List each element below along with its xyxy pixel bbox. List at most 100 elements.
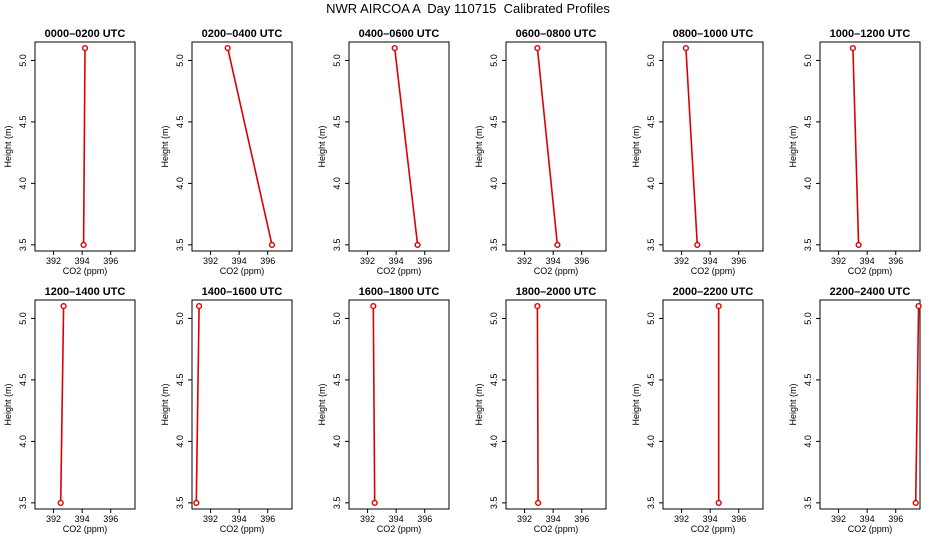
x-axis-label: CO2 (ppm) xyxy=(534,524,579,534)
y-tick-label: 3.5 xyxy=(646,497,656,510)
x-axis-label: CO2 (ppm) xyxy=(534,266,579,276)
data-point xyxy=(268,241,276,249)
x-tick-label: 396 xyxy=(574,514,589,524)
x-tick-label: 394 xyxy=(75,256,90,266)
panel-title: 0400–0600 UTC xyxy=(359,28,440,40)
data-point xyxy=(371,499,378,507)
panel-title: 0800–1000 UTC xyxy=(673,28,754,40)
y-axis-label: Height (m) xyxy=(631,383,641,425)
y-tick-label: 5.0 xyxy=(803,312,813,325)
x-tick-label: 392 xyxy=(46,256,61,266)
y-axis-label: Height (m) xyxy=(3,383,13,425)
y-tick-label: 4.5 xyxy=(489,374,499,387)
y-tick-label: 4.0 xyxy=(175,177,185,190)
y-tick-label: 5.0 xyxy=(18,54,28,67)
panel-10: 1800–2000 UTC 392 394 396 3.5 4.0 4.5 5.0 CO2 (p… xyxy=(474,286,607,534)
x-tick-label: 396 xyxy=(417,514,432,524)
y-tick-label: 4.5 xyxy=(803,374,813,387)
plot-frame xyxy=(348,299,450,510)
panel-title: 0600–0800 UTC xyxy=(516,28,597,40)
data-point xyxy=(196,303,203,310)
y-tick-label: 4.5 xyxy=(18,374,28,387)
panel-7: 1200–1400 UTC 392 394 396 3.5 4.0 4.5 5.0 CO2 (p… xyxy=(3,286,136,534)
x-tick-label: 394 xyxy=(546,514,561,524)
y-tick-label: 5.0 xyxy=(803,54,813,67)
data-point xyxy=(80,241,87,249)
panel-11: 2000–2200 UTC 392 394 396 3.5 4.0 4.5 5.0 CO2 (p… xyxy=(631,286,764,534)
panel-title: 1400–1600 UTC xyxy=(202,286,283,298)
x-axis-label: CO2 (ppm) xyxy=(848,266,893,276)
y-axis-label: Height (m) xyxy=(788,383,798,425)
x-axis-label: CO2 (ppm) xyxy=(377,266,422,276)
panel-title: 1200–1400 UTC xyxy=(45,286,126,298)
y-tick-label: 3.5 xyxy=(332,239,342,252)
data-point xyxy=(370,303,377,310)
plot-frame xyxy=(505,299,607,510)
y-tick-label: 3.5 xyxy=(489,497,499,510)
x-tick-label: 392 xyxy=(517,514,532,524)
x-axis-label: CO2 (ppm) xyxy=(220,524,265,534)
profile-line xyxy=(195,306,200,503)
plot-frame xyxy=(662,41,764,252)
y-tick-label: 4.0 xyxy=(803,177,813,190)
x-tick-label: 396 xyxy=(888,514,903,524)
x-tick-label: 392 xyxy=(831,514,846,524)
y-tick-label: 4.0 xyxy=(803,435,813,448)
x-tick-label: 396 xyxy=(103,514,118,524)
y-tick-label: 3.5 xyxy=(332,497,342,510)
panel-title: 1600–1800 UTC xyxy=(359,286,440,298)
data-point xyxy=(912,499,919,507)
y-tick-label: 3.5 xyxy=(175,239,185,252)
y-tick-label: 4.5 xyxy=(175,116,185,129)
y-tick-label: 4.5 xyxy=(175,374,185,387)
y-tick-label: 5.0 xyxy=(175,54,185,67)
x-tick-label: 396 xyxy=(574,256,589,266)
y-axis-label: Height (m) xyxy=(317,383,327,425)
x-axis-label: CO2 (ppm) xyxy=(848,524,893,534)
x-tick-label: 392 xyxy=(203,256,218,266)
panel-9: 1600–1800 UTC 392 394 396 3.5 4.0 4.5 5.0 CO2 (p… xyxy=(317,286,450,534)
y-axis-label: Height (m) xyxy=(160,383,170,425)
profile-line xyxy=(914,306,920,503)
y-tick-label: 5.0 xyxy=(175,312,185,325)
data-point xyxy=(414,241,421,249)
y-tick-label: 4.5 xyxy=(18,116,28,129)
profile-line xyxy=(685,48,699,245)
y-tick-label: 4.0 xyxy=(18,435,28,448)
x-tick-label: 392 xyxy=(674,514,689,524)
y-axis-label: Height (m) xyxy=(160,125,170,167)
x-axis-label: CO2 (ppm) xyxy=(63,524,108,534)
figure-title: NWR AIRCOA A Day 110715 Calibrated Profi… xyxy=(326,1,610,16)
x-tick-label: 392 xyxy=(517,256,532,266)
x-tick-label: 392 xyxy=(360,514,375,524)
x-axis-label: CO2 (ppm) xyxy=(377,524,422,534)
y-tick-label: 4.0 xyxy=(175,435,185,448)
y-tick-label: 4.0 xyxy=(646,435,656,448)
y-axis-label: Height (m) xyxy=(474,125,484,167)
data-point xyxy=(855,241,862,249)
panel-title: 2000–2200 UTC xyxy=(673,286,754,298)
x-tick-label: 394 xyxy=(703,514,718,524)
x-axis-label: CO2 (ppm) xyxy=(63,266,108,276)
y-tick-label: 4.0 xyxy=(332,435,342,448)
y-tick-label: 5.0 xyxy=(646,54,656,67)
profile-line xyxy=(536,306,539,503)
x-tick-label: 392 xyxy=(674,256,689,266)
y-tick-label: 3.5 xyxy=(803,497,813,510)
x-tick-label: 394 xyxy=(703,256,718,266)
y-tick-label: 4.5 xyxy=(332,116,342,129)
x-axis-label: CO2 (ppm) xyxy=(220,266,265,276)
y-tick-label: 5.0 xyxy=(489,312,499,325)
y-tick-label: 3.5 xyxy=(489,239,499,252)
x-tick-label: 394 xyxy=(389,256,404,266)
y-tick-label: 3.5 xyxy=(18,239,28,252)
profile-line xyxy=(372,306,376,503)
panel-5: 0800–1000 UTC 392 394 396 3.5 4.0 4.5 5.0 CO2 (p… xyxy=(631,28,764,276)
panel-title: 0200–0400 UTC xyxy=(202,28,283,40)
y-tick-label: 4.0 xyxy=(332,177,342,190)
y-tick-label: 4.0 xyxy=(489,177,499,190)
y-tick-label: 3.5 xyxy=(646,239,656,252)
panel-title: 1000–1200 UTC xyxy=(830,28,911,40)
profile-line xyxy=(82,48,86,245)
plot-frame xyxy=(505,41,607,252)
